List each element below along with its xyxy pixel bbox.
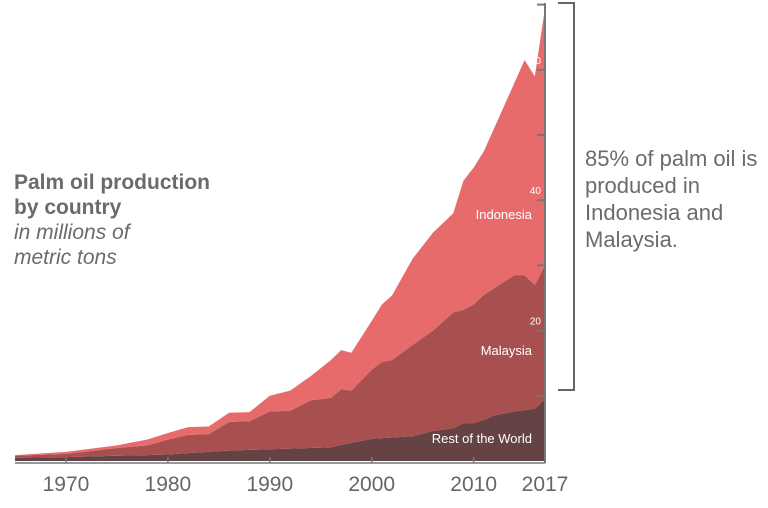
y-tick-label: 40 [530,186,542,197]
subtitle-line-2: metric tons [14,246,117,269]
title-line-1: Palm oil production [14,171,211,194]
x-tick-label: 2010 [450,473,497,496]
annotation-text: 85% of palm oil is produced in Indonesia… [585,146,758,252]
area-indonesia [15,7,545,456]
y-tick-label: 60 [530,56,542,67]
x-tick-label: 2017 [522,473,569,496]
x-tick-label: 1970 [43,473,90,496]
y-tick-label: 20 [530,317,542,328]
x-tick-label: 1980 [145,473,192,496]
x-tick-label: 2000 [348,473,395,496]
series-label: Indonesia [476,207,533,222]
bracket [558,2,575,391]
series-label: Rest of the World [432,431,532,446]
title-line-2: by country [14,196,122,219]
area-malaysia [15,265,545,458]
chart-title: Palm oil production by country in millio… [14,170,210,270]
area-rest-of-the-world [15,399,545,461]
subtitle-line-1: in millions of [14,221,130,244]
x-tick-label: 1990 [246,473,293,496]
series-label: Malaysia [481,343,533,358]
